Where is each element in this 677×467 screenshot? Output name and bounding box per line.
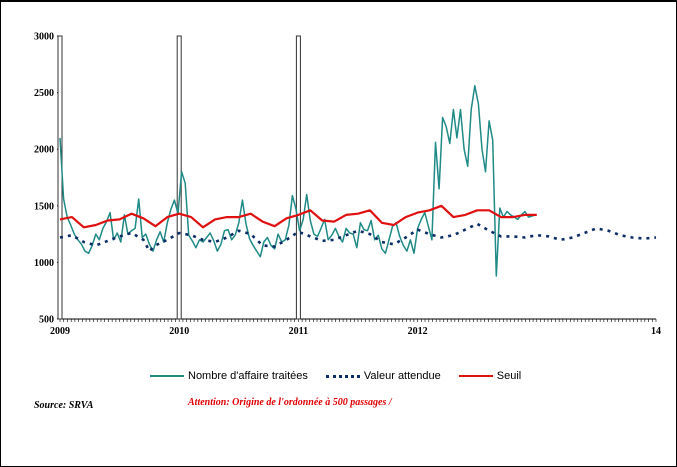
x-tick-label: 2010 [169,326,189,337]
y-tick-label: 500 [39,315,54,326]
series-line-threshold [59,204,537,229]
x-tick-label: 2009 [50,326,70,337]
y-tick-label: 2000 [34,145,54,156]
legend-item-threshold: Seuil [458,370,522,382]
x-tick-label: 14 [651,326,661,337]
x-tick-label: 2011 [289,326,308,337]
legend-label-count: Nombre d'affaire traitées [188,370,308,382]
x-tick-label: 2012 [408,326,428,337]
legend-label-expected: Valeur attendue [363,370,441,382]
axes [57,35,657,322]
series-lines [59,85,657,277]
y-tick-label: 2500 [34,88,54,99]
legend-swatch-expected [325,374,360,378]
legend-swatch-count [150,375,184,377]
legend-item-count: Nombre d'affaire traitées [150,370,308,382]
y-tick-label: 3000 [34,32,54,43]
year-marker-bar [295,35,301,320]
y-tick-label: 1000 [34,258,54,269]
legend-item-expected: Valeur attendue [325,370,441,382]
vertical-markers [57,35,301,320]
legend: Nombre d'affaire traitées Valeur attendu… [150,368,539,384]
series-line-count [59,85,536,277]
y-tick-label: 1500 [34,201,54,212]
legend-swatch-threshold [458,375,493,377]
year-marker-bar [57,35,63,320]
x-tick-labels: 2009 2010 2011 2012 14 [50,326,661,337]
y-tick-labels: 500 1000 1500 2000 2500 3000 [34,32,54,326]
attention-note: Attention: Origine de l'ordonnée à 500 p… [188,397,392,408]
series-line-expected [59,222,657,253]
source-note: Source: SRVA [34,400,94,411]
legend-label-threshold: Seuil [496,370,522,382]
